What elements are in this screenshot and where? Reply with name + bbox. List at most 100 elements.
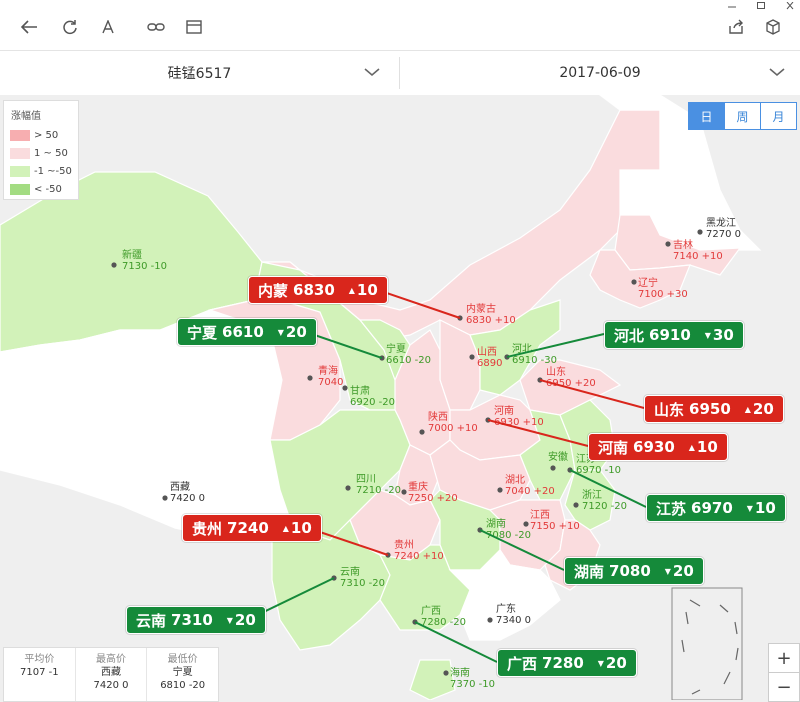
text-icon[interactable] xyxy=(96,15,120,39)
callout-name: 江苏 xyxy=(656,499,687,518)
province-callout[interactable]: 湖南 7080 ▼ 20 xyxy=(564,557,704,585)
boundary-dash xyxy=(734,621,738,635)
arrow-up-icon: ▲ xyxy=(348,285,355,295)
callout-leader-line xyxy=(374,288,461,319)
province-callout[interactable]: 云南 7310 ▼ 20 xyxy=(126,606,266,634)
province-value-label: 7370 -10 xyxy=(450,679,495,690)
map-area[interactable]: 新疆 7130 -10 黑龙江 7270 0 吉林 7140 +10 辽宁 7100 +30 内… xyxy=(0,95,800,700)
maximize-icon[interactable] xyxy=(756,0,766,13)
avg-price-value: 7107 -1 xyxy=(20,667,59,678)
province-name-label: 海南 xyxy=(450,666,470,679)
panel-icon[interactable] xyxy=(182,15,206,39)
date-selector[interactable]: 2017-06-09 xyxy=(400,51,800,95)
province-name-label: 广东 xyxy=(496,602,516,615)
zoom-in-button[interactable]: + xyxy=(769,644,799,673)
boundary-dash xyxy=(681,639,685,653)
province-marker[interactable] xyxy=(419,429,425,435)
province-callout[interactable]: 河北 6910 ▼ 30 xyxy=(604,321,744,349)
callout-price: 6970 xyxy=(691,499,733,517)
share-icon[interactable] xyxy=(724,15,748,39)
zoom-out-button[interactable]: − xyxy=(776,676,792,698)
province-marker[interactable] xyxy=(111,262,117,268)
province-name-label: 青海 xyxy=(318,364,338,377)
legend-item[interactable]: > 50 xyxy=(10,129,58,141)
legend-item[interactable]: -1 ~-50 xyxy=(10,165,72,177)
link-icon[interactable] xyxy=(144,15,168,39)
callout-change: ▼ 20 xyxy=(598,654,627,672)
period-month-button[interactable]: 月 xyxy=(772,109,785,124)
chevron-down-icon[interactable] xyxy=(362,65,382,79)
back-arrow-icon[interactable] xyxy=(17,15,41,39)
province-marker[interactable] xyxy=(550,465,556,471)
boundary-dash xyxy=(719,604,729,613)
province-callout[interactable]: 河南 6930 ▲ 10 xyxy=(588,433,728,461)
province-value-label: 6970 -10 xyxy=(576,465,621,476)
callout-name: 河北 xyxy=(614,326,645,345)
arrow-up-icon: ▲ xyxy=(744,404,751,414)
province-marker[interactable] xyxy=(162,495,168,501)
province-name-label: 湖北 xyxy=(505,474,525,486)
callout-change: ▲ 10 xyxy=(689,438,718,456)
province-marker[interactable] xyxy=(401,489,407,495)
province-value-label: 7130 -10 xyxy=(122,261,167,272)
province-value-label: 6610 -20 xyxy=(386,355,431,366)
province-marker[interactable] xyxy=(443,670,449,676)
province-marker[interactable] xyxy=(497,487,503,493)
chevron-down-icon[interactable] xyxy=(767,65,787,79)
province-value-label: 7340 0 xyxy=(496,615,531,626)
legend-item[interactable]: < -50 xyxy=(10,183,62,195)
province-marker[interactable] xyxy=(573,502,579,508)
callout-change: ▼ 20 xyxy=(278,323,307,341)
province-callout[interactable]: 江苏 6970 ▼ 10 xyxy=(646,494,786,522)
callout-name: 内蒙 xyxy=(258,281,289,300)
province-value-label: 7000 +10 xyxy=(428,423,478,434)
province-广东[interactable] xyxy=(448,549,561,641)
legend-title: 涨幅值 xyxy=(11,111,41,122)
callout-change: ▲ 20 xyxy=(745,400,774,418)
province-name-label: 宁夏 xyxy=(386,342,406,355)
province-name-label: 吉林 xyxy=(673,238,693,251)
callout-name: 河南 xyxy=(598,438,629,457)
province-marker[interactable] xyxy=(469,354,475,360)
cube-icon[interactable] xyxy=(761,15,785,39)
province-marker[interactable] xyxy=(523,521,529,527)
province-callout[interactable]: 贵州 7240 ▲ 10 xyxy=(182,514,322,542)
province-marker[interactable] xyxy=(665,241,671,247)
product-selector[interactable]: 硅锰6517 xyxy=(0,51,399,95)
arrow-down-icon: ▼ xyxy=(226,615,233,625)
province-name-label: 安徽 xyxy=(548,450,568,463)
province-callout[interactable]: 内蒙 6830 ▲ 10 xyxy=(248,276,388,304)
province-value-label: 7040 xyxy=(318,377,343,388)
province-name-label: 广西 xyxy=(421,605,441,617)
selector-bar: 硅锰6517 2017-06-09 xyxy=(0,50,800,96)
minimize-icon[interactable] xyxy=(727,0,737,13)
province-marker[interactable] xyxy=(631,279,637,285)
province-callout[interactable]: 山东 6950 ▲ 20 xyxy=(644,395,784,423)
province-callout[interactable]: 宁夏 6610 ▼ 20 xyxy=(177,318,317,346)
min-price-label: 最低价 xyxy=(167,654,198,665)
close-icon[interactable] xyxy=(785,0,795,13)
callout-leader-line xyxy=(539,379,645,409)
province-marker[interactable] xyxy=(342,385,348,391)
province-辽宁[interactable] xyxy=(589,249,691,309)
province-value-label: 7270 0 xyxy=(706,229,741,240)
callout-change-value: 20 xyxy=(752,400,774,418)
arrow-down-icon: ▼ xyxy=(597,658,604,668)
refresh-icon[interactable] xyxy=(58,15,82,39)
province-value-label: 6890 xyxy=(477,358,502,369)
province-marker[interactable] xyxy=(345,485,351,491)
province-marker[interactable] xyxy=(697,229,703,235)
province-name-label: 贵州 xyxy=(394,538,414,551)
arrow-down-icon: ▼ xyxy=(277,327,284,337)
province-callout[interactable]: 广西 7280 ▼ 20 xyxy=(497,649,637,677)
province-河北[interactable] xyxy=(469,299,561,396)
legend-item[interactable]: 1 ~ 50 xyxy=(10,147,68,159)
province-marker[interactable] xyxy=(487,617,493,623)
province-name-label: 浙江 xyxy=(582,489,602,501)
province-value-label: 7100 +30 xyxy=(638,289,688,300)
period-week-button[interactable]: 周 xyxy=(725,103,761,129)
period-day-button[interactable]: 日 xyxy=(689,103,725,129)
period-switch: 日 周 月 xyxy=(688,102,797,130)
province-海南[interactable] xyxy=(409,659,456,700)
province-marker[interactable] xyxy=(307,375,313,381)
